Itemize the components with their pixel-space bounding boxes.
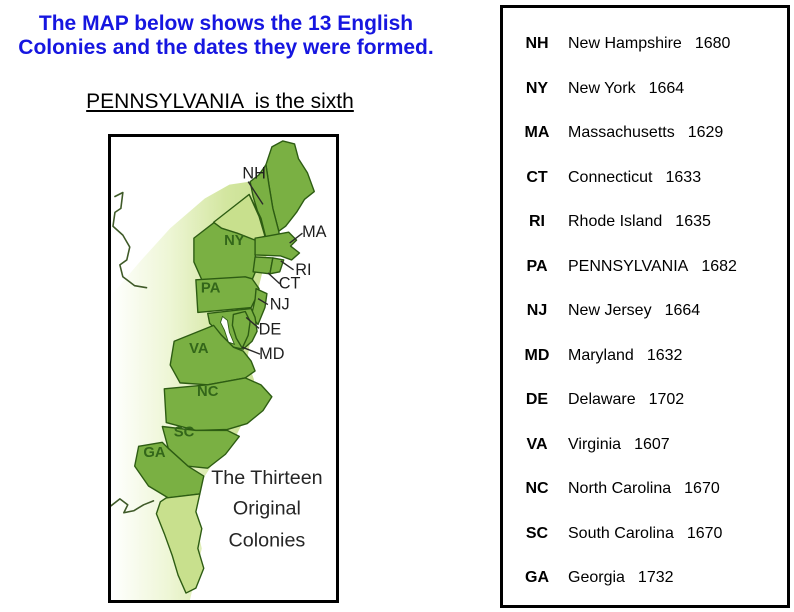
lake-shore-line xyxy=(112,191,148,289)
ny-region-label: NY xyxy=(224,233,245,249)
colony-abbr: NC xyxy=(525,480,549,498)
page-title: The MAP below shows the 13 English Colon… xyxy=(0,12,452,60)
colony-name: Connecticut xyxy=(568,168,653,186)
ct-leader-line xyxy=(267,272,281,285)
colony-year: 1670 xyxy=(686,524,723,542)
chesapeake-bay-shape xyxy=(220,315,236,345)
md-leader-line xyxy=(241,346,261,355)
nj-callout-label: NJ xyxy=(270,295,290,313)
ga-region-label: GA xyxy=(143,445,165,461)
colony-year: 1702 xyxy=(648,391,685,409)
colony-row-ri: RI Rhode Island 1635 xyxy=(503,200,787,245)
colony-abbr: NJ xyxy=(526,302,548,320)
title-line-1: The MAP below shows the 13 English xyxy=(38,12,414,35)
colony-name: North Carolina xyxy=(568,480,672,498)
gulf-shore-line xyxy=(111,498,155,514)
colony-row-pa: PA PENNSYLVANIA 1682 xyxy=(503,245,787,290)
va-region-label: VA xyxy=(189,341,209,357)
colony-year: 1635 xyxy=(675,213,711,231)
colony-abbr: VA xyxy=(526,435,548,453)
de-leader-line xyxy=(245,316,260,329)
colony-row-nj: NJ New Jersey 1664 xyxy=(503,289,787,334)
colony-year: 1629 xyxy=(687,124,724,142)
colony-name: PENNSYLVANIA xyxy=(568,257,689,275)
colony-name: Rhode Island xyxy=(568,213,663,231)
nh-leader-line xyxy=(247,181,264,205)
colony-name: Georgia xyxy=(568,569,625,587)
colony-year: 1632 xyxy=(646,346,683,364)
colony-year: 1664 xyxy=(648,79,685,97)
colony-nc-shape xyxy=(163,377,273,432)
colony-row-sc: SC South Carolina 1670 xyxy=(503,512,787,557)
md-callout-label: MD xyxy=(259,345,284,363)
nc-region-label: NC xyxy=(197,384,219,400)
ri-callout-label: RI xyxy=(295,261,311,279)
colony-ma-shape xyxy=(254,231,301,261)
sc-region-label: SC xyxy=(174,424,195,440)
colony-year: 1682 xyxy=(701,257,737,275)
ct-callout-label: CT xyxy=(279,275,301,293)
colony-ga-shape xyxy=(133,441,205,499)
colony-year: 1732 xyxy=(637,569,674,587)
nj-leader-line xyxy=(257,298,269,306)
colony-name: Massachusetts xyxy=(568,124,675,142)
colony-name: Virginia xyxy=(568,435,622,453)
colony-abbr: NY xyxy=(525,79,549,97)
colony-abbr: DE xyxy=(525,391,549,409)
colony-year: 1633 xyxy=(665,168,702,186)
ma-leader-line xyxy=(289,232,303,244)
colony-row-nh: NH New Hampshire 1680 xyxy=(503,22,787,67)
title-line-2: Colonies and the dates they were formed. xyxy=(18,36,434,59)
colony-row-md: MD Maryland 1632 xyxy=(503,334,787,379)
colony-name: Maryland xyxy=(568,346,634,364)
nh-callout-label: NH xyxy=(242,165,266,183)
map-caption-line-3: Colonies xyxy=(229,529,306,551)
colony-name: New Hampshire xyxy=(568,35,682,53)
colony-abbr: NH xyxy=(525,35,549,53)
colony-row-nc: NC North Carolina 1670 xyxy=(503,467,787,512)
colony-row-ct: CT Connecticut 1633 xyxy=(503,156,787,201)
colonies-map: NY PA VA NC SC GA NH MA RI CT NJ DE MD T… xyxy=(108,134,339,603)
colony-year: 1607 xyxy=(634,435,670,453)
colony-va-shape xyxy=(169,324,256,386)
colony-abbr: CT xyxy=(526,168,548,186)
colony-row-va: VA Virginia 1607 xyxy=(503,423,787,468)
de-callout-label: DE xyxy=(259,320,282,338)
subtitle-text: PENNSYLVANIA is the sixth xyxy=(86,90,354,113)
colonies-list-panel: NH New Hampshire 1680 NY New York 1664 M… xyxy=(500,5,790,608)
colony-abbr: RI xyxy=(529,213,545,231)
colony-abbr: SC xyxy=(525,524,549,542)
colony-abbr: MD xyxy=(524,346,550,364)
colony-year: 1664 xyxy=(664,302,701,320)
colony-name: Delaware xyxy=(568,391,636,409)
colonies-map-svg: NY PA VA NC SC GA NH MA RI CT NJ DE MD T… xyxy=(111,140,327,600)
colony-name: New Jersey xyxy=(568,302,652,320)
map-caption-line-1: The Thirteen xyxy=(211,467,322,489)
colony-row-ny: NY New York 1664 xyxy=(503,67,787,112)
ri-leader-line xyxy=(280,260,294,271)
colony-row-de: DE Delaware 1702 xyxy=(503,378,787,423)
ma-callout-label: MA xyxy=(302,223,327,241)
colony-abbr: PA xyxy=(526,257,548,275)
colony-nj-shape xyxy=(250,287,268,326)
subtitle: PENNSYLVANIA is the sixth xyxy=(0,90,440,114)
colony-name: New York xyxy=(568,79,636,97)
colony-de-shape xyxy=(231,310,251,349)
colony-row-ga: GA Georgia 1732 xyxy=(503,556,787,601)
colony-year: 1680 xyxy=(694,35,731,53)
pa-region-label: PA xyxy=(201,281,221,297)
colony-ri-shape xyxy=(269,257,285,275)
colony-abbr: MA xyxy=(524,124,550,142)
colony-year: 1670 xyxy=(684,480,720,498)
colony-name: South Carolina xyxy=(568,524,674,542)
florida-land-shape xyxy=(155,493,205,594)
colony-row-ma: MA Massachusetts 1629 xyxy=(503,111,787,156)
colony-abbr: GA xyxy=(525,569,549,587)
map-caption-line-2: Original xyxy=(233,498,301,520)
